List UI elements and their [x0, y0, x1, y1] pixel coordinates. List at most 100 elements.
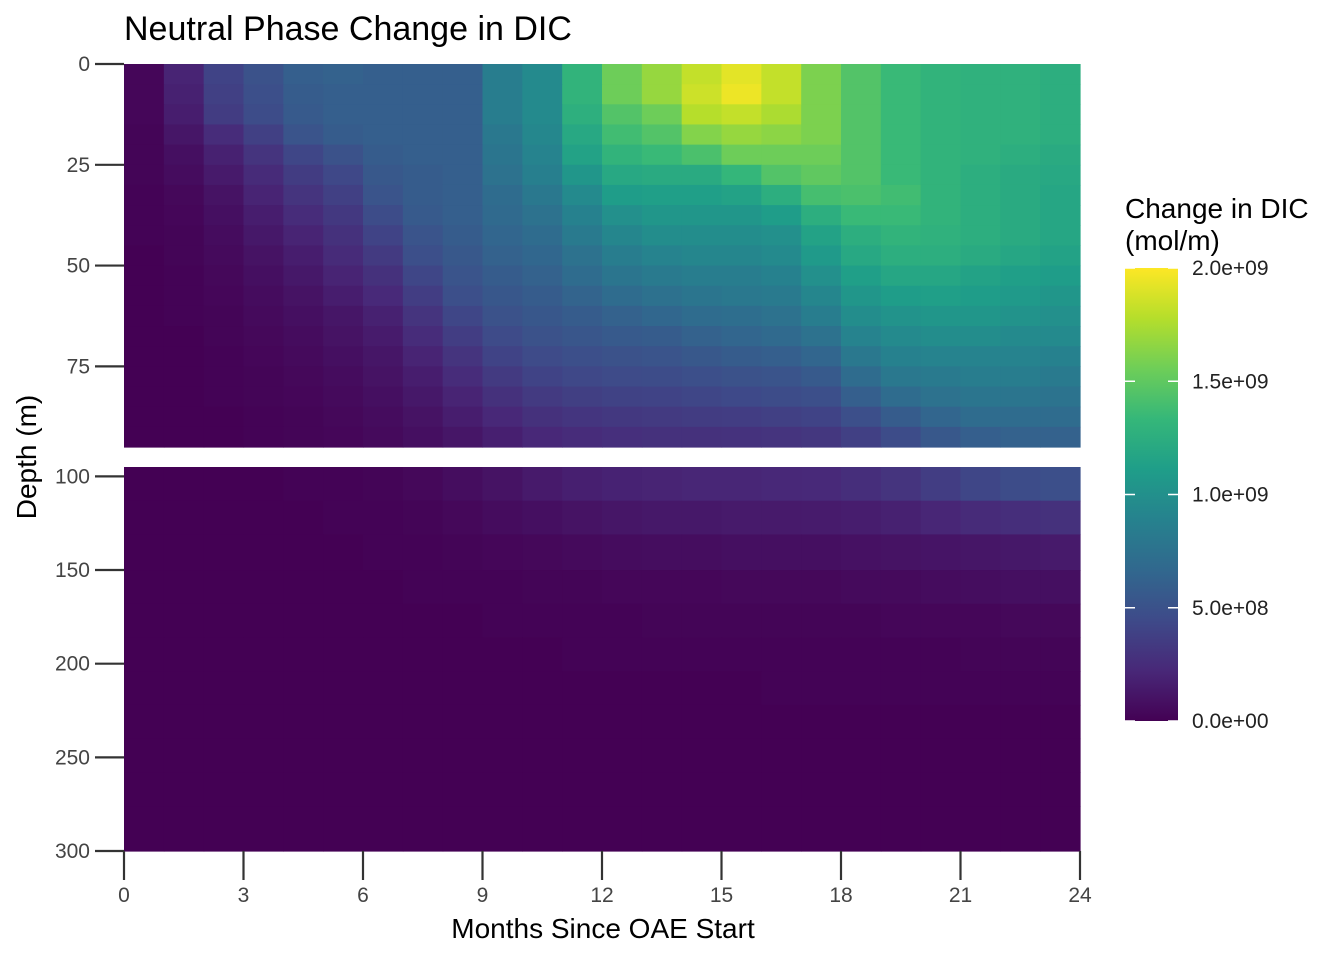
heatmap-cell: [562, 806, 603, 852]
heatmap-cell: [203, 603, 245, 639]
heatmap-cell: [920, 534, 962, 571]
heatmap-cell: [880, 467, 922, 502]
heatmap-cell: [880, 164, 922, 186]
heatmap-cell: [283, 346, 324, 367]
heatmap-cell: [482, 225, 523, 247]
heatmap-cell: [681, 637, 723, 672]
heatmap-cell: [323, 570, 364, 605]
heatmap-cell: [920, 305, 962, 327]
heatmap-cell: [124, 205, 165, 226]
heatmap-cell: [841, 467, 882, 502]
heatmap-cell: [243, 64, 284, 85]
heatmap-cell: [283, 704, 324, 740]
heatmap-cell: [163, 305, 205, 327]
heatmap-cell: [960, 104, 1001, 126]
heatmap-cell: [602, 144, 643, 166]
heatmap-cell: [442, 104, 484, 126]
heatmap-cell: [641, 500, 683, 536]
heatmap-cell: [243, 704, 284, 740]
heatmap-cell: [1000, 265, 1041, 287]
heatmap-cell: [482, 285, 523, 307]
heatmap-cell: [323, 500, 364, 536]
heatmap-cell: [402, 772, 444, 807]
heatmap-cell: [124, 637, 165, 672]
heatmap-cell: [602, 326, 643, 347]
heatmap-cell: [880, 772, 922, 807]
heatmap-cell: [562, 225, 603, 247]
heatmap-cell: [920, 64, 962, 85]
heatmap-cell: [203, 184, 245, 206]
heatmap-cell: [442, 144, 484, 166]
heatmap-cell: [841, 285, 882, 307]
heatmap-cell: [920, 467, 962, 502]
heatmap-cell: [283, 265, 324, 287]
heatmap-cell: [323, 467, 364, 502]
heatmap-cell: [801, 265, 842, 287]
heatmap-cell: [124, 738, 165, 773]
heatmap-cell: [522, 406, 563, 428]
heatmap-cell: [960, 534, 1001, 571]
heatmap-cell: [880, 245, 922, 267]
heatmap-cell: [960, 738, 1001, 773]
heatmap-cell: [920, 164, 962, 186]
heatmap-cell: [283, 534, 324, 571]
heatmap-cell: [163, 366, 205, 388]
heatmap-cell: [203, 164, 245, 186]
heatmap-cell: [721, 104, 762, 126]
heatmap-cell: [1040, 426, 1081, 448]
heatmap-cell: [602, 704, 643, 740]
heatmap-cell: [363, 806, 404, 852]
heatmap-cell: [323, 406, 364, 428]
heatmap-cell: [203, 346, 245, 367]
heatmap-cell: [203, 144, 245, 166]
heatmap-cell: [1000, 346, 1041, 367]
heatmap-cell: [402, 637, 444, 672]
heatmap-cell: [761, 637, 802, 672]
heatmap-cell: [243, 426, 284, 448]
heatmap-cell: [841, 386, 882, 408]
heatmap-cell: [1000, 285, 1041, 307]
heatmap-cell: [283, 570, 324, 605]
heatmap-cell: [283, 671, 324, 706]
y-tick-label: 25: [67, 154, 90, 177]
heatmap-cell: [482, 305, 523, 327]
heatmap-cell: [1040, 265, 1081, 287]
heatmap-cell: [363, 738, 404, 773]
heatmap-cell: [283, 366, 324, 388]
heatmap-cell: [363, 637, 404, 672]
heatmap-cell: [1000, 184, 1041, 206]
heatmap-cell: [920, 772, 962, 807]
heatmap-cell: [602, 772, 643, 807]
heatmap-cell: [283, 637, 324, 672]
heatmap-cell: [1000, 570, 1041, 605]
heatmap-cell: [761, 738, 802, 773]
heatmap-cell: [602, 603, 643, 639]
heatmap-cell: [203, 806, 245, 852]
heatmap-cell: [681, 285, 723, 307]
heatmap-cell: [681, 326, 723, 347]
heatmap-cell: [124, 245, 165, 267]
heatmap-cell: [323, 534, 364, 571]
heatmap-cell: [482, 164, 523, 186]
heatmap-cell: [283, 104, 324, 126]
heatmap-cell: [243, 346, 284, 367]
heatmap-cell: [920, 104, 962, 126]
heatmap-cell: [1040, 671, 1081, 706]
heatmap-cell: [522, 500, 563, 536]
heatmap-cell: [1040, 366, 1081, 388]
heatmap-cell: [681, 500, 723, 536]
heatmap-cell: [323, 704, 364, 740]
heatmap-cell: [402, 534, 444, 571]
x-tick-label: 15: [710, 884, 733, 907]
heatmap-cell: [482, 704, 523, 740]
heatmap-cell: [841, 406, 882, 428]
heatmap-cell: [681, 426, 723, 448]
heatmap-cell: [163, 386, 205, 408]
heatmap-cell: [920, 326, 962, 347]
heatmap-cell: [482, 64, 523, 85]
heatmap-cell: [880, 144, 922, 166]
heatmap-cell: [721, 205, 762, 226]
heatmap-cell: [163, 603, 205, 639]
heatmap-cell: [880, 326, 922, 347]
heatmap-cell: [522, 738, 563, 773]
